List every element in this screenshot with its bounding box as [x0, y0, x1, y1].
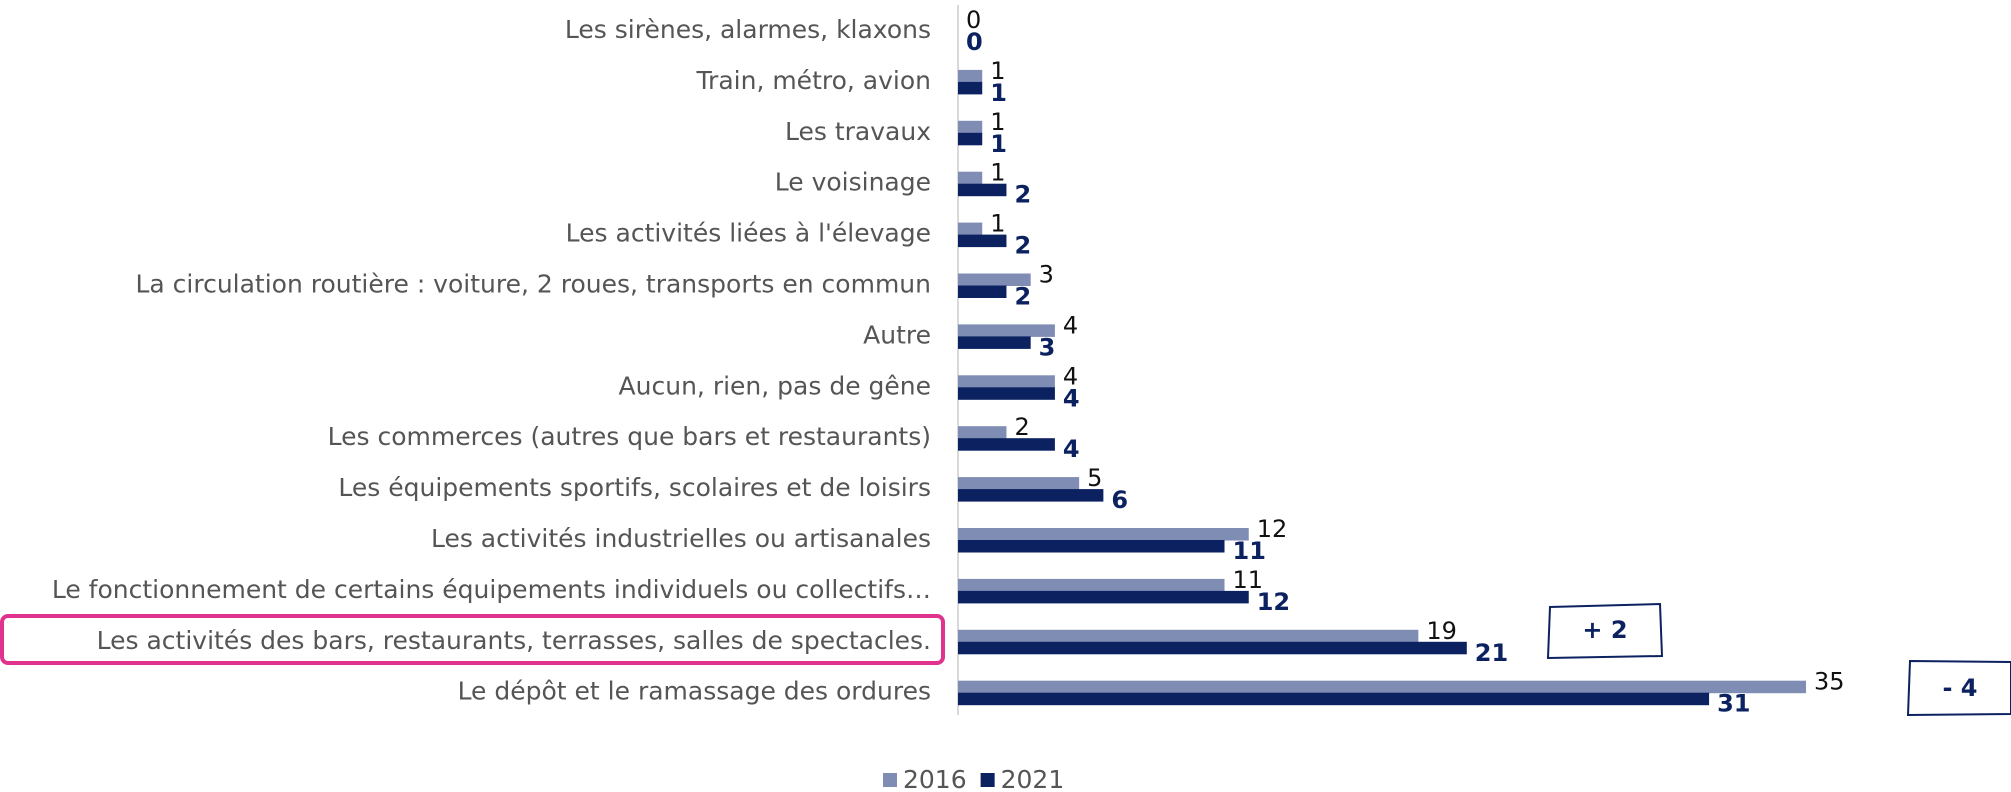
bar: [958, 69, 983, 83]
value-label: 6: [1111, 486, 1128, 514]
bar: [958, 426, 1007, 439]
value-label: 1: [990, 108, 1005, 136]
bar: [958, 629, 1419, 643]
value-label: 2: [1014, 413, 1029, 441]
value-label: 21: [1475, 639, 1508, 667]
value-label: 3: [1039, 261, 1054, 289]
value-label: 0: [966, 6, 981, 34]
value-label: 5: [1087, 464, 1102, 492]
category-label: Les sirènes, alarmes, klaxons: [565, 15, 931, 44]
highlight-box: [0, 614, 945, 665]
value-label: 4: [1063, 384, 1080, 412]
legend-label: 2021: [1001, 765, 1065, 792]
bar: [958, 528, 1249, 541]
bar: [958, 477, 1080, 490]
annotation-box: [1906, 659, 2011, 717]
legend-label: 2016: [903, 765, 967, 792]
category-label: Le dépôt et le ramassage des ordures: [458, 677, 931, 706]
category-label: Les activités industrielles ou artisanal…: [431, 524, 931, 553]
bar: [958, 590, 1249, 604]
bar: [958, 183, 1007, 197]
value-label: 1: [990, 79, 1007, 107]
category-label: Le fonctionnement de certains équipement…: [52, 575, 931, 604]
category-label: La circulation routière : voiture, 2 rou…: [135, 270, 931, 299]
category-label: Train, métro, avion: [695, 66, 931, 95]
value-label: 4: [1063, 311, 1078, 339]
category-label: Le voisinage: [775, 168, 931, 197]
bar: [958, 680, 1806, 694]
bar: [958, 234, 1007, 248]
annotation-box: [1546, 602, 1664, 660]
value-label: 1: [990, 159, 1005, 187]
bar: [958, 578, 1225, 592]
bar: [958, 387, 1055, 400]
bar: [958, 120, 983, 134]
value-label: 12: [1257, 588, 1290, 616]
value-label: 0: [966, 28, 983, 56]
category-label: Autre: [863, 320, 931, 349]
value-label: 1: [990, 210, 1005, 238]
bar: [958, 336, 1031, 349]
annotation: + 2: [1582, 616, 1627, 644]
value-label: 19: [1426, 617, 1457, 645]
bar: [958, 285, 1007, 298]
value-label: 2: [1014, 181, 1031, 209]
value-label: 2: [1014, 283, 1031, 311]
value-label: 1: [990, 57, 1005, 85]
bar: [958, 171, 983, 185]
bar: [958, 692, 1710, 706]
category-label: Les commerces (autres que bars et restau…: [328, 422, 931, 451]
value-label: 4: [1063, 435, 1080, 463]
value-label: 3: [1039, 333, 1056, 361]
bar: [958, 489, 1104, 502]
bar: [958, 375, 1055, 388]
value-label: 35: [1814, 668, 1845, 696]
category-label: Aucun, rien, pas de gêne: [619, 371, 931, 400]
bar: [958, 641, 1467, 655]
legend-swatch: [883, 773, 897, 787]
category-label: Les équipements sportifs, scolaires et d…: [338, 473, 931, 502]
bar: [958, 222, 983, 236]
value-label: 12: [1257, 515, 1288, 543]
value-label: 4: [1063, 362, 1078, 390]
category-label: Les travaux: [785, 117, 931, 146]
value-label: 1: [990, 130, 1007, 158]
bar: [958, 324, 1055, 337]
bar: [958, 438, 1055, 451]
bar: [958, 81, 983, 95]
value-label: 11: [1233, 537, 1266, 565]
annotation: - 4: [1942, 674, 1977, 702]
category-label: Les activités des bars, restaurants, ter…: [97, 626, 931, 655]
value-label: 2: [1014, 232, 1031, 260]
bar: [958, 273, 1031, 286]
legend-swatch: [980, 773, 995, 787]
category-label: Les activités liées à l'élevage: [566, 219, 931, 248]
value-label: 11: [1233, 566, 1264, 594]
bar: [958, 132, 983, 146]
value-label: 31: [1717, 690, 1750, 718]
bar: [958, 540, 1225, 553]
